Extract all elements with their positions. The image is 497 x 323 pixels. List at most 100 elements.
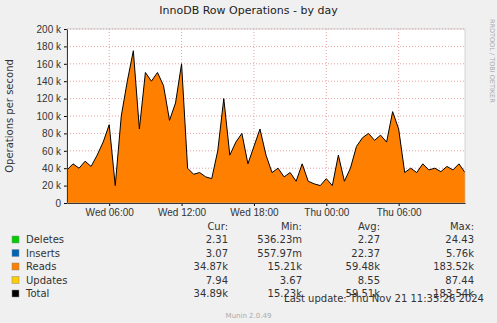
tick-mark [399, 203, 400, 206]
tick: 20 k [42, 180, 67, 191]
tick-label: Thu 00:00 [304, 207, 349, 218]
legend-stat: 183.52k [433, 261, 474, 272]
tick-mark [109, 203, 110, 206]
credit: Munin 2.0.49 [226, 312, 272, 320]
legend-header: Max: [450, 221, 474, 232]
tick-mark [182, 203, 183, 206]
tick: 80 k [42, 128, 67, 139]
tick-mark [64, 64, 67, 65]
legend-stat: 15.23k [268, 288, 303, 299]
series-group [67, 51, 465, 203]
tick: 40 k [42, 163, 67, 174]
tick-label: 80 k [42, 128, 62, 139]
legend-header: Avg: [358, 221, 380, 232]
line [67, 51, 465, 186]
tick-label: Wed 12:00 [158, 207, 207, 218]
tick: Wed 12:00 [158, 203, 207, 218]
legend-swatch [12, 277, 19, 284]
legend-stat: 536.23m [257, 234, 302, 245]
tick: Thu 06:00 [377, 203, 422, 218]
tick: 100 k [37, 111, 67, 122]
tick-mark [64, 29, 67, 30]
tick-label: 100 k [37, 111, 62, 122]
grid [67, 29, 465, 203]
legend-stat: 24.43 [445, 234, 474, 245]
tick-mark [64, 116, 67, 117]
tick: 140 k [37, 76, 67, 87]
legend-stat: 34.89k [194, 288, 229, 299]
tick: 120 k [37, 93, 67, 104]
legend-label: Inserts [26, 248, 60, 259]
tick: 160 k [37, 59, 67, 70]
legend-swatch [12, 250, 19, 257]
tick: Wed 18:00 [230, 203, 279, 218]
legend-header: Min: [281, 221, 302, 232]
axis-title: Operations per second [4, 59, 15, 173]
grid-line [67, 46, 465, 47]
tick: 0 [55, 198, 67, 209]
tick-label: 180 k [37, 41, 62, 52]
legend-label: Total [25, 288, 49, 299]
legend-label: Updates [26, 275, 67, 286]
legend-header: Cur: [207, 221, 228, 232]
tick-mark [64, 81, 67, 82]
area [67, 51, 465, 203]
tick-label: 0 [55, 198, 61, 209]
legend-stat: 15.21k [268, 261, 303, 272]
watermark: RRDTOOL / TOBI OETIKER [488, 19, 496, 103]
legend-stat: 557.97m [257, 248, 302, 259]
tick-label: 120 k [37, 93, 62, 104]
tick-mark [254, 203, 255, 206]
tick: Thu 00:00 [304, 203, 349, 218]
tick-mark [64, 99, 67, 100]
legend-swatch [12, 290, 19, 297]
tick-mark [64, 168, 67, 169]
legend-stat: 3.67 [280, 275, 302, 286]
tick: 60 k [42, 146, 67, 157]
legend-stat: 59.48k [346, 261, 381, 272]
legend-stat: 22.37 [351, 248, 380, 259]
area [67, 51, 465, 186]
tick: 200 k [37, 24, 67, 35]
tick-mark [64, 203, 67, 204]
legend-stat: 183.54k [433, 288, 474, 299]
tick-mark [64, 133, 67, 134]
tick-label: 200 k [37, 24, 62, 35]
tick-mark [64, 46, 67, 47]
chart: 0 20 k 40 k 60 k 80 k 100 k 120 k 140 k 160 k 180… [0, 0, 497, 323]
plot-frame [67, 29, 465, 203]
legend-stat: 7.94 [206, 275, 228, 286]
tick-label: 160 k [37, 59, 62, 70]
tick-label: Wed 18:00 [230, 207, 279, 218]
tick-label: 140 k [37, 76, 62, 87]
grid-line [326, 29, 327, 203]
legend: Cur: Min: Avg: Max: Deletes 2.31 536.23m 2.27 24… [12, 221, 474, 299]
tick: Wed 06:00 [86, 203, 135, 218]
grid-line [67, 63, 465, 64]
tick-mark [326, 203, 327, 206]
grid-line [67, 81, 465, 82]
legend-stat: 59.51k [346, 288, 381, 299]
tick-label: Thu 06:00 [377, 207, 422, 218]
tick-mark [64, 186, 67, 187]
legend-stat: 87.44 [445, 275, 474, 286]
tick-label: 60 k [42, 146, 62, 157]
legend-stat: 5.76k [446, 248, 474, 259]
legend-label: Reads [26, 261, 56, 272]
tick-label: Wed 06:00 [86, 207, 135, 218]
legend-label: Deletes [26, 234, 64, 245]
legend-stat: 2.31 [206, 234, 228, 245]
legend-stat: 34.87k [194, 261, 229, 272]
plot-area [67, 29, 465, 203]
legend-stat: 8.55 [358, 275, 380, 286]
tick-label: 20 k [42, 180, 62, 191]
y-axis: 0 20 k 40 k 60 k 80 k 100 k 120 k 140 k 160 k 180… [37, 24, 68, 209]
background [0, 0, 497, 323]
title: InnoDB Row Operations - by day [159, 4, 338, 17]
legend-swatch [12, 263, 19, 270]
legend-stat: 2.27 [358, 234, 380, 245]
tick-mark [64, 151, 67, 152]
x-axis: Wed 06:00 Wed 12:00 Wed 18:00 Thu 00:00 Thu … [68, 203, 466, 218]
legend-stat: 3.07 [206, 248, 228, 259]
legend-swatch [12, 236, 19, 243]
